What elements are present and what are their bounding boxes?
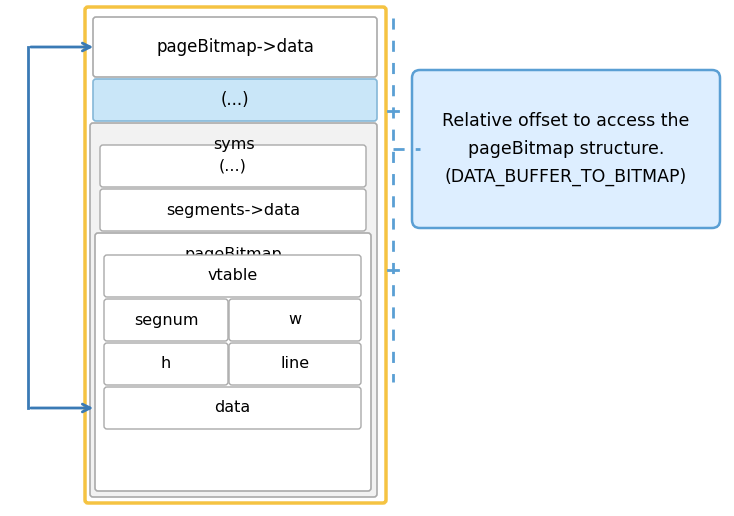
FancyBboxPatch shape <box>100 145 366 187</box>
Text: syms: syms <box>213 137 254 152</box>
FancyBboxPatch shape <box>104 387 361 429</box>
Text: w: w <box>288 313 302 328</box>
FancyBboxPatch shape <box>229 299 361 341</box>
FancyBboxPatch shape <box>104 255 361 297</box>
Text: segnum: segnum <box>134 313 198 328</box>
Text: vtable: vtable <box>208 268 258 283</box>
FancyBboxPatch shape <box>104 343 228 385</box>
Text: pageBitmap->data: pageBitmap->data <box>156 38 314 56</box>
FancyBboxPatch shape <box>412 70 720 228</box>
FancyBboxPatch shape <box>95 233 371 491</box>
FancyBboxPatch shape <box>229 343 361 385</box>
Text: pageBitmap: pageBitmap <box>184 247 282 262</box>
Text: line: line <box>280 357 310 372</box>
Text: segments->data: segments->data <box>166 202 300 218</box>
FancyBboxPatch shape <box>93 17 377 77</box>
FancyBboxPatch shape <box>100 189 366 231</box>
Text: h: h <box>161 357 171 372</box>
Text: Relative offset to access the
pageBitmap structure.
(DATA_BUFFER_TO_BITMAP): Relative offset to access the pageBitmap… <box>443 112 690 186</box>
FancyBboxPatch shape <box>90 123 377 497</box>
FancyBboxPatch shape <box>93 79 377 121</box>
FancyBboxPatch shape <box>104 299 228 341</box>
Text: (...): (...) <box>219 158 247 173</box>
FancyBboxPatch shape <box>85 7 386 503</box>
Text: data: data <box>214 400 250 415</box>
Text: (...): (...) <box>221 91 250 109</box>
